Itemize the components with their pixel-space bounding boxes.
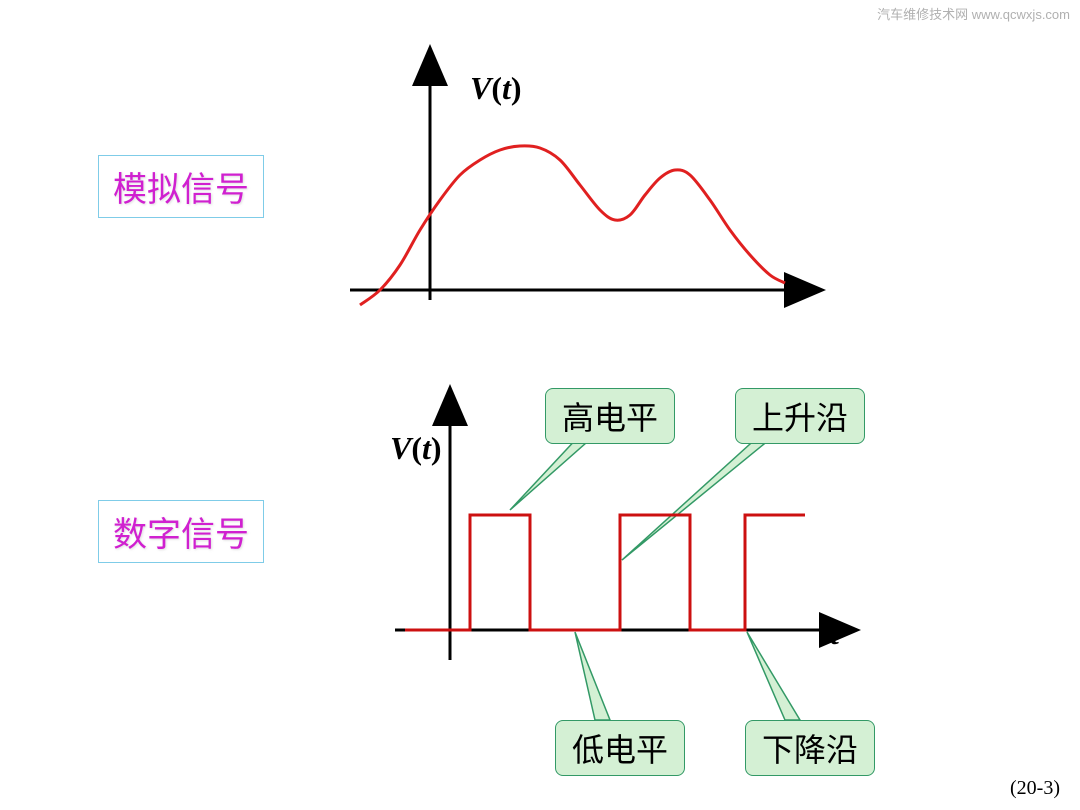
callout-tail-falling bbox=[747, 632, 800, 720]
callout-tail-rising bbox=[622, 435, 775, 560]
callout-low-level: 低电平 bbox=[555, 720, 685, 776]
digital-waveform bbox=[405, 515, 805, 630]
digital-y-axis-label: V(t) bbox=[390, 430, 442, 467]
page-number: (20-3) bbox=[1010, 777, 1060, 800]
callout-falling-edge: 下降沿 bbox=[745, 720, 875, 776]
callout-tail-low bbox=[575, 632, 610, 720]
callout-high-level: 高电平 bbox=[545, 388, 675, 444]
callout-tail-high bbox=[510, 435, 595, 510]
digital-x-axis-label: t bbox=[830, 615, 839, 652]
callout-rising-edge: 上升沿 bbox=[735, 388, 865, 444]
digital-chart bbox=[0, 0, 1080, 810]
